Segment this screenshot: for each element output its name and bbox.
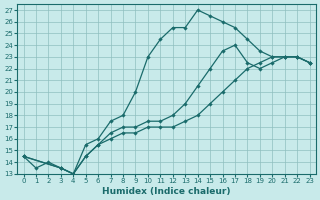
X-axis label: Humidex (Indice chaleur): Humidex (Indice chaleur) [102,187,231,196]
